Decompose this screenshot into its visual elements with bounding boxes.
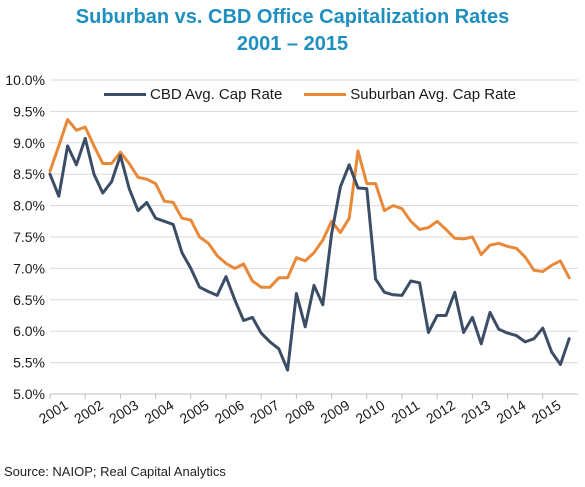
y-tick-label: 5.5% (13, 355, 45, 371)
y-tick-label: 8.5% (13, 166, 45, 182)
y-tick-label: 7.0% (13, 260, 45, 276)
y-tick-label: 6.5% (13, 292, 45, 308)
x-tick-label: 2011 (388, 397, 422, 427)
series-line-suburban (48, 118, 571, 289)
y-tick-label: 9.5% (13, 103, 45, 119)
y-axis-ticks: 5.0% 5.5% 6.0% 6.5% 7.0% 7.5% 8.0% 8.5% 9.0% 9.5%… (5, 72, 45, 402)
legend-swatch-suburban (304, 93, 347, 96)
x-tick-label: 2012 (423, 397, 458, 427)
x-tick-label: 2002 (71, 397, 106, 427)
chart-title: Suburban vs. CBD Office Capitalization R… (0, 4, 585, 58)
x-tick-label: 2014 (494, 397, 529, 427)
y-tick-label: 9.0% (13, 135, 45, 151)
x-tick-label: 2006 (212, 397, 247, 427)
x-tick-label: 2013 (458, 397, 493, 427)
y-tick-label: 10.0% (5, 72, 45, 88)
chart-title-line1: Suburban vs. CBD Office Capitalization R… (75, 6, 510, 28)
legend-entry-cbd: CBD Avg. Cap Rate (104, 86, 282, 103)
x-tick-label: 2004 (142, 397, 177, 427)
y-tick-label: 5.0% (13, 386, 45, 402)
legend-label-cbd: CBD Avg. Cap Rate (150, 86, 283, 103)
x-tick-label: 2009 (318, 397, 353, 427)
legend-label-suburban: Suburban Avg. Cap Rate (350, 86, 516, 103)
legend-swatch-cbd (104, 93, 146, 96)
legend: CBD Avg. Cap Rate Suburban Avg. Cap Rate (104, 86, 538, 103)
x-tick-label: 2007 (247, 397, 282, 427)
chart-title-line2: 2001 – 2015 (236, 33, 349, 55)
source-note: Source: NAIOP; Real Capital Analytics (4, 464, 226, 479)
y-tick-label: 8.0% (13, 198, 45, 214)
x-tick-label: 2003 (106, 397, 141, 427)
legend-entry-suburban: Suburban Avg. Cap Rate (304, 86, 516, 103)
x-tick-label: 2008 (282, 397, 317, 427)
x-tick-label: 2010 (353, 397, 388, 427)
series-line-cbd (48, 136, 571, 372)
y-tick-label: 6.0% (13, 323, 45, 339)
grid-lines (50, 79, 578, 395)
x-tick-label: 2005 (177, 397, 212, 427)
x-tick-label: 2015 (529, 397, 564, 427)
series-lines (48, 118, 571, 372)
y-tick-label: 7.5% (13, 229, 45, 245)
x-axis: 2001 2002 2003 2004 2005 2006 2007 2008 2009 2010… (36, 393, 578, 427)
